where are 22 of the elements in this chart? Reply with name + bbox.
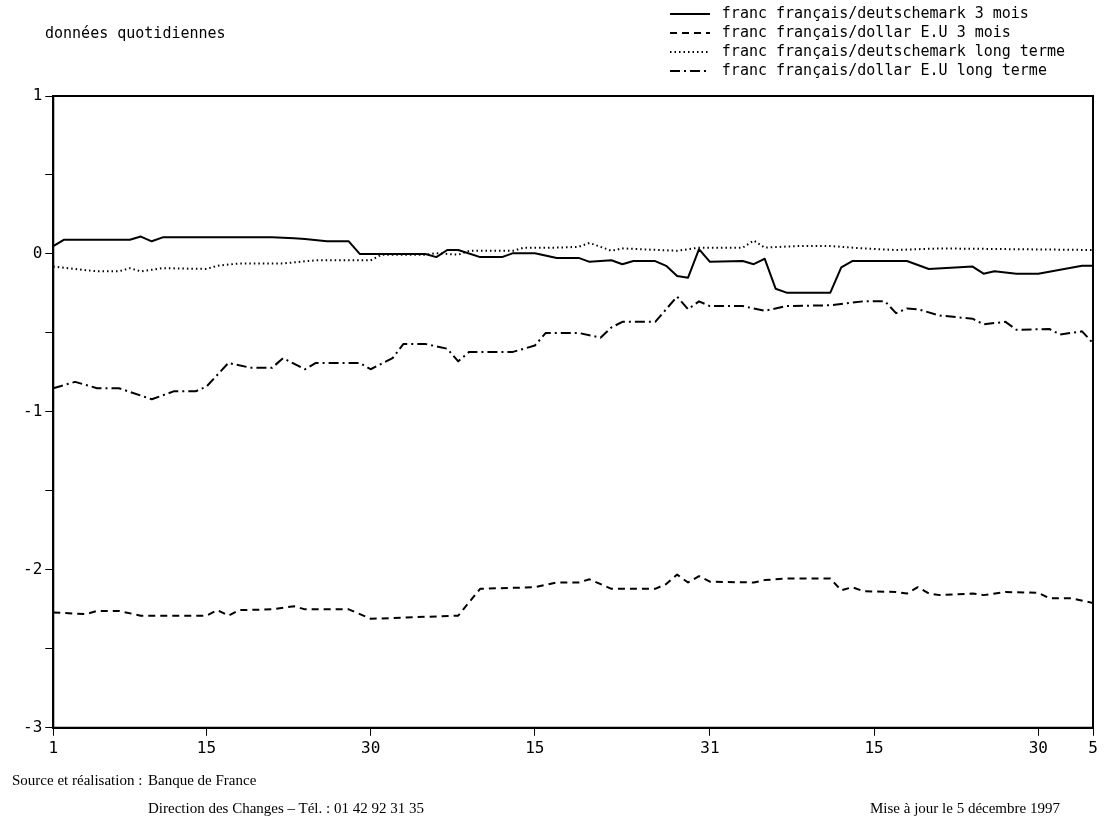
y-tick-label: 1 <box>32 85 43 105</box>
x-tick-label: 1 <box>48 737 59 757</box>
text: Mise à jour le 5 décembre 1997 <box>870 800 1060 817</box>
legend-label: franc français/dollar E.U long terme <box>721 61 1047 79</box>
y-tick-label: -3 <box>23 716 43 736</box>
legend-label: franc français/deutschemark long terme <box>721 42 1065 60</box>
x-tick-label: 31 <box>700 737 720 757</box>
x-tick-label: 15 <box>864 737 884 757</box>
text: Banque de France <box>148 772 257 789</box>
text: Direction des Changes – Tél. : 01 42 92 31 35 <box>148 800 424 817</box>
y-tick-label: 0 <box>32 243 43 263</box>
x-tick-label: 30 <box>1028 737 1048 757</box>
legend-label: franc français/deutschemark 3 mois <box>721 4 1029 22</box>
y-tick-label: -2 <box>23 559 43 579</box>
legend-label: franc français/dollar E.U 3 mois <box>721 23 1011 41</box>
source-note: Source et réalisation : <box>12 772 143 789</box>
x-tick-label: 15 <box>196 737 217 757</box>
x-tick-label: 15 <box>525 737 545 757</box>
y-tick-label: -1 <box>23 401 43 421</box>
x-tick-label: 5 <box>1088 737 1098 757</box>
chart-title: données quotidiennes <box>45 24 226 42</box>
x-tick-label: 30 <box>361 737 381 757</box>
